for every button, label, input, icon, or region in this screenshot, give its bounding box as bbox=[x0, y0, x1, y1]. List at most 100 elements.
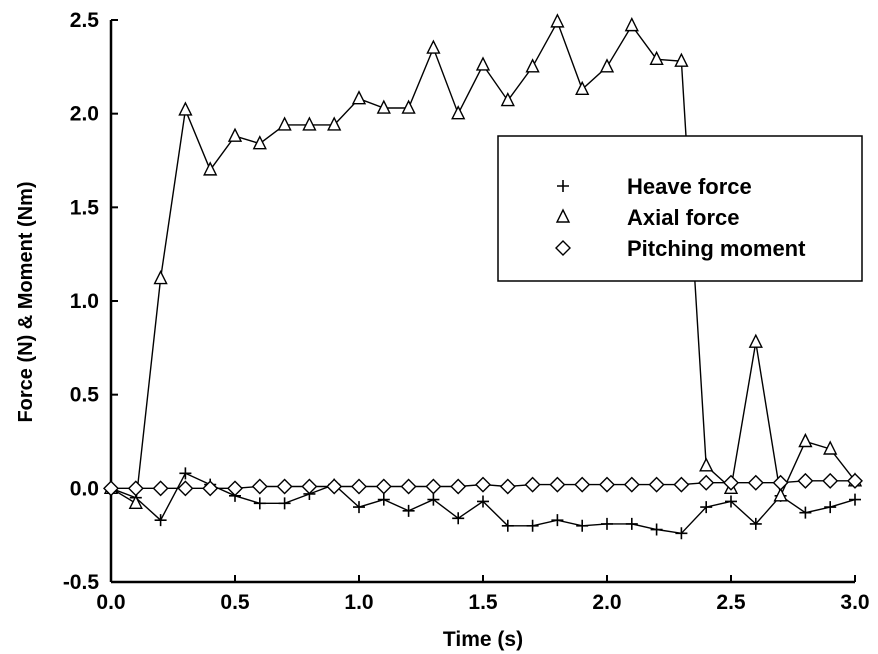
data-point-axial-force bbox=[227, 127, 243, 142]
data-point-pitching-moment bbox=[276, 478, 293, 495]
x-tick-label: 1.5 bbox=[468, 591, 498, 614]
data-point-axial-force bbox=[699, 457, 714, 472]
data-point-axial-force bbox=[203, 161, 218, 176]
data-point-axial-force bbox=[748, 333, 763, 348]
data-point-axial-force bbox=[128, 494, 143, 510]
x-tick-label: 3.0 bbox=[840, 591, 869, 614]
data-point-axial-force bbox=[277, 116, 292, 131]
data-point-pitching-moment bbox=[227, 480, 243, 497]
data-point-heave-force bbox=[154, 514, 167, 527]
data-point-pitching-moment bbox=[103, 480, 119, 497]
data-point-heave-force bbox=[402, 504, 415, 517]
x-tick-label: 0.0 bbox=[96, 591, 125, 614]
y-axis-label: Force (N) & Moment (Nm) bbox=[15, 181, 37, 422]
y-tick-label: 2.0 bbox=[70, 103, 99, 126]
y-tick-label: 0.5 bbox=[70, 384, 100, 407]
data-point-pitching-moment bbox=[326, 478, 343, 495]
data-point-axial-force bbox=[550, 13, 565, 28]
y-tick-label: 0.0 bbox=[70, 477, 99, 500]
data-point-heave-force bbox=[526, 519, 539, 532]
data-point-pitching-moment bbox=[673, 476, 690, 493]
data-point-heave-force bbox=[675, 527, 688, 540]
y-tick-label: -0.5 bbox=[63, 571, 100, 594]
data-point-pitching-moment bbox=[499, 478, 516, 495]
data-point-heave-force bbox=[501, 519, 514, 532]
data-point-heave-force bbox=[377, 493, 390, 506]
data-point-axial-force bbox=[624, 17, 639, 32]
data-point-pitching-moment bbox=[847, 472, 863, 489]
data-point-pitching-moment bbox=[723, 474, 739, 491]
data-point-pitching-moment bbox=[400, 478, 417, 495]
x-tick-label: 1.0 bbox=[344, 591, 373, 614]
data-point-pitching-moment bbox=[351, 478, 367, 495]
y-tick-label: 2.5 bbox=[70, 9, 100, 32]
data-point-heave-force bbox=[650, 523, 663, 536]
data-point-pitching-moment bbox=[177, 480, 194, 497]
data-point-axial-force bbox=[351, 90, 367, 105]
x-axis-label: Time (s) bbox=[443, 628, 523, 651]
data-point-axial-force bbox=[525, 58, 540, 73]
legend: Heave force Axial force Pitching moment bbox=[497, 135, 863, 282]
data-point-pitching-moment bbox=[202, 480, 219, 497]
data-point-axial-force bbox=[401, 99, 416, 114]
data-point-heave-force bbox=[427, 493, 440, 506]
data-point-pitching-moment bbox=[450, 478, 467, 495]
data-point-heave-force bbox=[278, 497, 291, 510]
data-point-heave-force bbox=[824, 501, 837, 514]
data-point-pitching-moment bbox=[574, 476, 591, 493]
data-point-pitching-moment bbox=[127, 480, 144, 497]
x-tick-label: 2.5 bbox=[716, 591, 746, 614]
data-point-axial-force bbox=[599, 58, 615, 73]
data-point-axial-force bbox=[451, 105, 466, 120]
data-point-heave-force bbox=[551, 514, 564, 527]
data-point-axial-force bbox=[823, 440, 838, 455]
legend-label-heave-force: Heave force bbox=[627, 174, 752, 199]
data-point-pitching-moment bbox=[301, 478, 318, 495]
data-point-heave-force bbox=[749, 517, 762, 530]
data-point-heave-force bbox=[799, 506, 812, 519]
data-point-axial-force bbox=[252, 135, 267, 150]
data-point-pitching-moment bbox=[251, 478, 268, 495]
data-point-axial-force bbox=[575, 80, 590, 96]
data-point-pitching-moment bbox=[772, 474, 789, 491]
data-point-axial-force bbox=[674, 52, 689, 67]
data-point-axial-force bbox=[153, 269, 168, 285]
data-point-heave-force bbox=[625, 517, 638, 530]
data-point-heave-force bbox=[477, 495, 489, 508]
data-point-axial-force bbox=[302, 116, 317, 131]
data-point-axial-force bbox=[798, 432, 813, 448]
data-point-pitching-moment bbox=[822, 472, 839, 489]
series bbox=[103, 13, 863, 540]
data-point-pitching-moment bbox=[425, 478, 442, 495]
data-point-heave-force bbox=[179, 467, 192, 480]
legend-label-axial-force: Axial force bbox=[627, 205, 740, 230]
data-point-heave-force bbox=[353, 501, 365, 514]
data-point-axial-force bbox=[475, 56, 491, 71]
data-point-heave-force bbox=[601, 517, 613, 530]
data-point-axial-force bbox=[327, 116, 342, 131]
data-point-pitching-moment bbox=[797, 472, 814, 489]
legend-marker-pitching-moment bbox=[555, 240, 571, 256]
data-point-pitching-moment bbox=[549, 476, 566, 493]
data-point-axial-force bbox=[376, 99, 391, 114]
data-point-pitching-moment bbox=[599, 476, 615, 493]
data-point-heave-force bbox=[725, 495, 737, 508]
legend-marker-heave-force bbox=[557, 180, 569, 192]
data-point-pitching-moment bbox=[475, 476, 491, 493]
data-point-pitching-moment bbox=[375, 478, 392, 495]
data-point-heave-force bbox=[452, 512, 465, 525]
y-tick-label: 1.0 bbox=[70, 290, 99, 313]
data-point-pitching-moment bbox=[747, 474, 764, 491]
data-point-heave-force bbox=[576, 519, 589, 532]
data-point-axial-force bbox=[649, 50, 664, 66]
data-point-pitching-moment bbox=[648, 476, 665, 493]
ticks: 0.0 0.5 1.0 1.5 2.0 2.5 3.0-0.50.00.51.01.52.0… bbox=[63, 9, 870, 614]
data-point-heave-force bbox=[849, 493, 861, 506]
data-point-pitching-moment bbox=[623, 476, 640, 493]
data-point-pitching-moment bbox=[698, 474, 715, 491]
data-point-heave-force bbox=[700, 501, 713, 514]
data-point-heave-force bbox=[253, 497, 266, 510]
data-point-pitching-moment bbox=[524, 476, 541, 493]
data-point-axial-force bbox=[426, 39, 441, 54]
